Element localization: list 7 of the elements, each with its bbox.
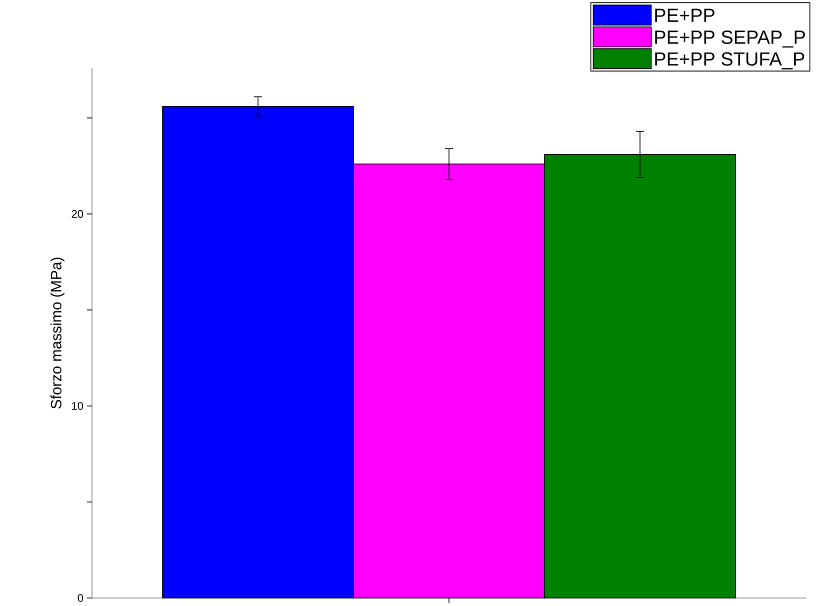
y-axis-title: Sforzo massimo (MPa)	[50, 258, 64, 409]
legend-label: PE+PP SEPAP_P	[655, 30, 805, 48]
y-tick-label: 0	[78, 594, 84, 602]
y-tick-label: 20	[72, 210, 84, 218]
legend-label: PE+PP	[655, 8, 714, 22]
legend-label: PE+PP STUFA_P	[655, 52, 804, 70]
y-tick-label: 10	[72, 402, 84, 410]
